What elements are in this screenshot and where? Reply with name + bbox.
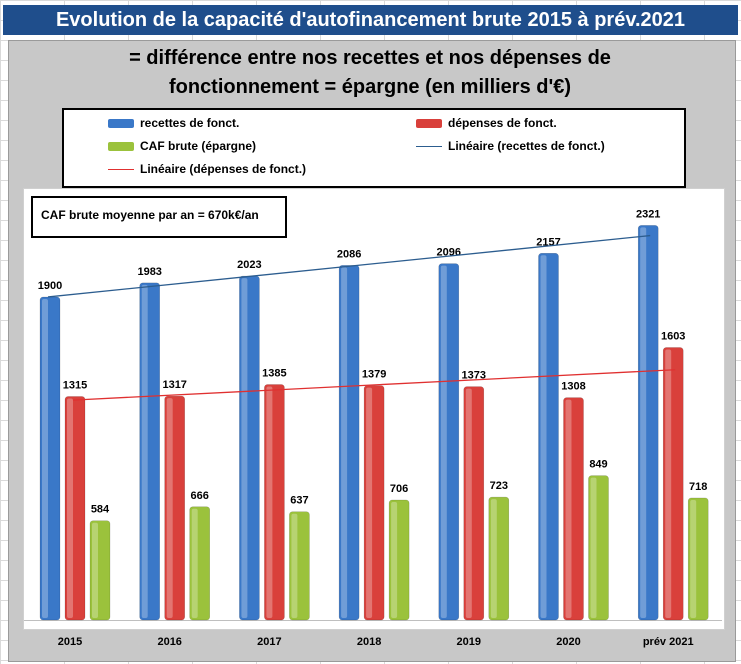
bar-depenses-4 [463, 386, 485, 621]
data-label-recettes-3: 2086 [337, 248, 361, 260]
bar-caf-4 [488, 496, 510, 621]
legend-label-caf: CAF brute (épargne) [140, 139, 257, 153]
bar-caf-3 [388, 499, 410, 621]
legend-line-trend-depenses [108, 168, 134, 170]
bar-depenses-0 [64, 396, 86, 621]
data-label-caf-0: 584 [91, 504, 110, 516]
legend-label-trend-recettes: Linéaire (recettes de fonct.) [448, 139, 605, 153]
legend-label-depenses: dépenses de fonct. [448, 116, 557, 130]
bar-highlight-recettes-2 [241, 278, 248, 618]
legend-label-recettes: recettes de fonct. [140, 116, 240, 130]
bar-highlight-caf-1 [191, 508, 198, 618]
bar-highlight-depenses-1 [166, 398, 173, 618]
legend-line-trend-recettes [416, 145, 442, 147]
bar-caf-2 [289, 511, 310, 621]
caf-average-annotation: CAF brute moyenne par an = 670k€/an [31, 196, 287, 238]
bar-highlight-caf-6 [690, 499, 697, 618]
data-label-caf-4: 723 [490, 480, 508, 492]
bar-highlight-depenses-5 [565, 399, 572, 618]
x-tick-label-4: 2019 [457, 636, 481, 648]
data-label-caf-3: 706 [390, 483, 408, 495]
bar-caf-1 [189, 506, 210, 621]
legend-swatch-recettes [108, 118, 134, 128]
x-tick-label-6: prév 2021 [643, 636, 694, 648]
bar-highlight-caf-3 [391, 501, 398, 618]
data-label-caf-5: 849 [589, 459, 607, 471]
legend-label-trend-depenses: Linéaire (dépenses de fonct.) [140, 162, 307, 176]
bar-highlight-recettes-6 [640, 227, 647, 618]
bar-highlight-depenses-3 [366, 387, 373, 618]
trendline-recettes [47, 234, 651, 298]
data-label-caf-2: 637 [290, 495, 308, 507]
bar-recettes-5 [538, 253, 559, 621]
bar-highlight-depenses-6 [665, 349, 672, 618]
bar-recettes-6 [637, 225, 659, 621]
legend-item-depenses: dépenses de fonct. [416, 116, 557, 130]
data-label-depenses-4: 1373 [462, 370, 486, 382]
x-tick-label-1: 2016 [157, 636, 181, 648]
data-label-depenses-1: 1317 [162, 379, 186, 391]
x-tick-label-5: 2020 [556, 636, 580, 648]
data-label-depenses-2: 1385 [262, 368, 286, 380]
bar-depenses-5 [563, 397, 584, 621]
bar-highlight-caf-2 [291, 513, 298, 618]
data-label-caf-6: 718 [689, 481, 707, 493]
legend-item-trend-recettes: Linéaire (recettes de fonct.) [416, 139, 605, 153]
data-label-depenses-0: 1315 [63, 379, 87, 391]
bar-depenses-6 [662, 347, 684, 621]
bar-highlight-recettes-0 [42, 299, 48, 618]
legend-swatch-depenses [416, 118, 442, 128]
data-label-recettes-6: 2321 [636, 208, 660, 220]
bar-highlight-depenses-2 [266, 386, 273, 618]
chart-subtitle: = différence entre nos recettes et nos d… [40, 44, 700, 102]
legend-swatch-caf [108, 141, 134, 151]
data-label-depenses-6: 1603 [661, 330, 685, 342]
x-tick-label-2: 2017 [257, 636, 281, 648]
bar-recettes-4 [438, 263, 460, 621]
bar-highlight-recettes-4 [440, 265, 447, 618]
legend-item-caf: CAF brute (épargne) [108, 139, 256, 153]
x-tick-label-0: 2015 [58, 636, 82, 648]
data-label-caf-1: 666 [191, 490, 209, 502]
data-label-recettes-2: 2023 [237, 259, 261, 271]
bar-depenses-3 [363, 385, 385, 621]
bar-highlight-caf-4 [490, 499, 497, 618]
bar-caf-0 [89, 520, 111, 621]
bar-highlight-caf-5 [590, 477, 597, 618]
chart-legend[interactable]: recettes de fonct. dépenses de fonct. CA… [62, 108, 686, 188]
bar-depenses-2 [264, 384, 285, 621]
x-tick-label-3: 2018 [357, 636, 381, 648]
data-label-recettes-0: 1900 [38, 280, 62, 292]
bar-highlight-caf-0 [92, 522, 98, 618]
bar-highlight-recettes-1 [141, 284, 148, 618]
subtitle-line-2: fonctionnement = épargne (en milliers d'… [168, 76, 572, 98]
bar-highlight-recettes-5 [540, 255, 547, 618]
legend-item-recettes: recettes de fonct. [108, 116, 239, 130]
data-label-recettes-1: 1983 [137, 266, 161, 278]
data-label-depenses-3: 1379 [362, 369, 386, 381]
legend-item-trend-depenses: Linéaire (dépenses de fonct.) [108, 162, 306, 176]
bar-highlight-depenses-4 [465, 388, 472, 618]
page-title: Evolution de la capacité d'autofinanceme… [3, 5, 738, 35]
bar-recettes-3 [338, 265, 360, 621]
trendline-depenses [72, 369, 676, 401]
bar-highlight-recettes-3 [341, 267, 348, 618]
subtitle-line-1: = différence entre nos recettes et nos d… [129, 47, 611, 69]
bar-highlight-depenses-0 [67, 398, 73, 618]
data-label-depenses-5: 1308 [561, 381, 585, 393]
bar-caf-5 [588, 475, 609, 621]
bar-caf-6 [687, 497, 709, 621]
bar-depenses-1 [164, 395, 185, 621]
bar-recettes-1 [139, 282, 160, 621]
